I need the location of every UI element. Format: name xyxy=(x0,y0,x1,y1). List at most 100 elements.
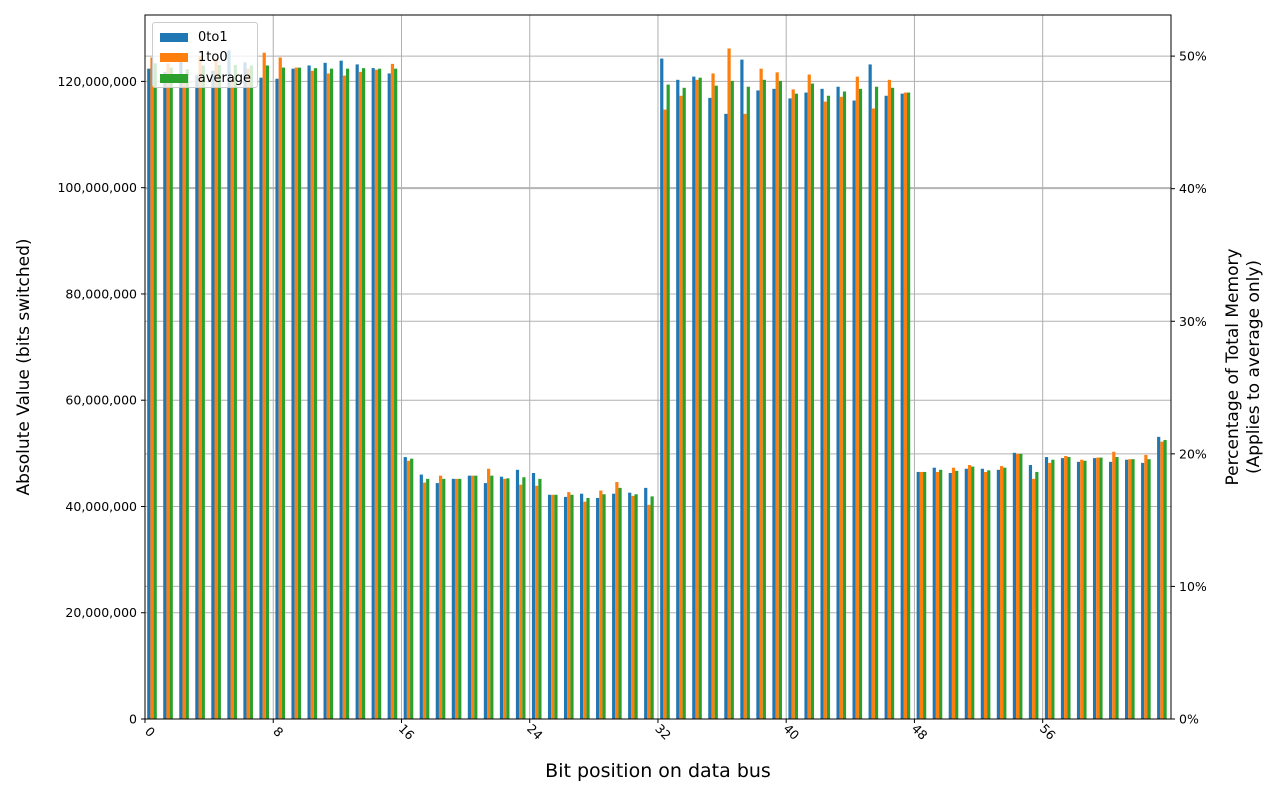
bar-0to1-bit-42 xyxy=(820,88,824,720)
legend-swatch-blue-icon xyxy=(160,32,188,42)
bar-1to0-bit-19 xyxy=(454,478,459,719)
bar-1to0-bit-22 xyxy=(503,478,507,719)
bar-0to1-bit-26 xyxy=(563,496,568,719)
bar-average-bit-50 xyxy=(955,470,959,719)
bar-1to0-bit-1 xyxy=(166,63,170,719)
bar-0to1-bit-61 xyxy=(1125,459,1129,719)
bar-0to1-bit-33 xyxy=(676,79,680,720)
bar-average-bit-49 xyxy=(939,469,943,719)
bar-1to0-bit-9 xyxy=(294,67,298,719)
bar-0to1-bit-38 xyxy=(756,90,760,719)
bar-average-bit-22 xyxy=(506,478,510,719)
bar-0to1-bit-51 xyxy=(964,468,968,719)
bar-0to1-bit-56 xyxy=(1044,457,1049,719)
bar-0to1-bit-52 xyxy=(980,468,984,719)
bar-average-bit-11 xyxy=(329,68,334,720)
bar-average-bit-5 xyxy=(233,64,237,719)
x-tick-label: 24 xyxy=(524,721,546,743)
bar-0to1-bit-48 xyxy=(916,471,920,719)
bar-average-bit-53 xyxy=(1003,467,1007,719)
bar-average-bit-1 xyxy=(169,67,173,719)
bar-1to0-bit-27 xyxy=(583,501,587,719)
bar-1to0-bit-29 xyxy=(615,482,619,719)
bar-0to1-bit-15 xyxy=(387,73,391,719)
bar-0to1-bit-34 xyxy=(692,76,696,720)
bar-0to1-bit-62 xyxy=(1141,462,1145,719)
bar-average-bit-58 xyxy=(1083,460,1087,719)
bar-0to1-bit-39 xyxy=(772,88,776,720)
bar-1to0-bit-13 xyxy=(358,71,362,719)
bar-average-bit-57 xyxy=(1067,457,1071,719)
bar-1to0-bit-3 xyxy=(198,55,202,720)
bar-1to0-bit-58 xyxy=(1080,459,1084,719)
bar-0to1-bit-0 xyxy=(147,68,151,720)
bar-average-bit-37 xyxy=(746,86,750,720)
bar-average-bit-29 xyxy=(618,487,622,719)
y-tick-label: 40,000,000 xyxy=(65,499,137,514)
x-axis-label: Bit position on data bus xyxy=(545,760,771,782)
y-tick-label: 60,000,000 xyxy=(65,393,137,408)
x-tick-label: 0 xyxy=(142,724,158,740)
bar-average-bit-52 xyxy=(987,470,991,719)
bar-0to1-bit-29 xyxy=(612,493,616,719)
bar-average-bit-24 xyxy=(538,478,542,719)
legend-label: average xyxy=(197,70,251,86)
bar-average-bit-63 xyxy=(1163,440,1167,719)
bar-average-bit-32 xyxy=(666,84,670,719)
bar-0to1-bit-18 xyxy=(435,483,439,719)
bar-average-bit-41 xyxy=(810,83,815,719)
bar-1to0-bit-8 xyxy=(278,57,282,719)
y-tick-label: 120,000,000 xyxy=(57,74,137,89)
bar-0to1-bit-6 xyxy=(243,62,247,720)
bar-1to0-bit-21 xyxy=(487,468,491,719)
bar-series xyxy=(147,48,1167,720)
bar-1to0-bit-43 xyxy=(839,96,843,720)
x-tick-label: 56 xyxy=(1037,721,1059,743)
bar-0to1-bit-19 xyxy=(451,478,455,719)
bar-1to0-bit-17 xyxy=(422,482,427,719)
bar-average-bit-56 xyxy=(1051,459,1055,719)
bar-average-bit-15 xyxy=(394,68,398,720)
bar-1to0-bit-53 xyxy=(999,466,1004,719)
bar-0to1-bit-35 xyxy=(708,97,712,719)
y-right-tick-label: 40% xyxy=(1179,181,1207,196)
bar-0to1-bit-44 xyxy=(852,100,856,719)
bar-average-bit-3 xyxy=(201,65,205,720)
bar-0to1-bit-41 xyxy=(804,92,808,720)
bar-average-bit-9 xyxy=(297,67,302,719)
bar-1to0-bit-57 xyxy=(1064,455,1068,719)
bar-0to1-bit-21 xyxy=(483,483,488,719)
bar-0to1-bit-60 xyxy=(1109,461,1113,719)
bar-0to1-bit-30 xyxy=(628,492,632,719)
bar-average-bit-38 xyxy=(762,79,766,720)
bar-1to0-bit-5 xyxy=(230,79,234,720)
bar-average-bit-25 xyxy=(554,494,558,719)
legend-item-average: average xyxy=(159,68,251,89)
legend-label: 1to0 xyxy=(198,50,228,66)
bar-0to1-bit-3 xyxy=(195,75,199,719)
bar-0to1-bit-58 xyxy=(1076,461,1081,719)
bar-0to1-bit-11 xyxy=(323,62,327,720)
legend-label: 0to1 xyxy=(198,29,228,45)
bar-average-bit-27 xyxy=(586,497,590,719)
bar-0to1-bit-37 xyxy=(740,59,744,720)
bar-0to1-bit-5 xyxy=(227,50,231,719)
bar-0to1-bit-46 xyxy=(884,95,888,720)
bar-1to0-bit-2 xyxy=(182,81,186,719)
bar-1to0-bit-37 xyxy=(743,113,747,719)
bar-0to1-bit-57 xyxy=(1060,458,1065,719)
bar-1to0-bit-45 xyxy=(871,108,875,719)
bar-0to1-bit-53 xyxy=(996,469,1000,719)
bar-1to0-bit-26 xyxy=(567,492,571,719)
bar-1to0-bit-33 xyxy=(679,95,683,720)
bar-average-bit-36 xyxy=(730,80,734,719)
bar-1to0-bit-24 xyxy=(535,485,539,719)
bar-average-bit-19 xyxy=(458,478,462,719)
bar-1to0-bit-6 xyxy=(246,68,250,720)
bar-0to1-bit-59 xyxy=(1092,458,1097,719)
bar-1to0-bit-14 xyxy=(374,69,379,720)
bar-1to0-bit-18 xyxy=(438,475,443,719)
bar-average-bit-48 xyxy=(923,471,927,719)
bar-average-bit-8 xyxy=(281,67,286,719)
